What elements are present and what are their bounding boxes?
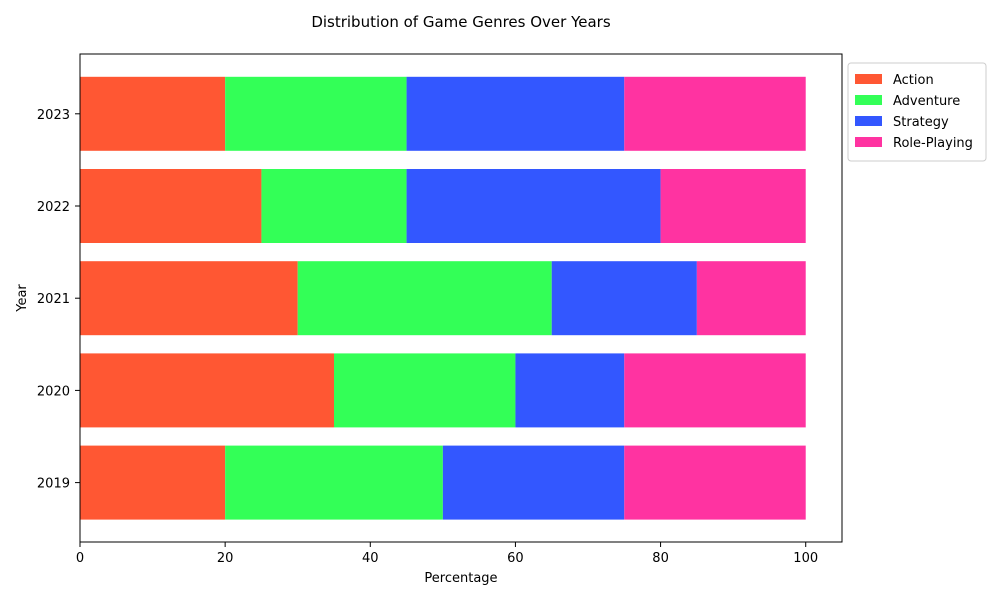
legend-label-strategy: Strategy [893,115,949,130]
bar-segment-2021-action [80,261,298,336]
bar-segment-2021-adventure [297,261,552,336]
x-tick-label: 0 [76,551,84,566]
bar-segment-2020-action [80,353,334,428]
y-tick-label: 2020 [37,384,70,399]
bar-segment-2020-adventure [334,353,516,428]
bar-segment-2023-strategy [406,76,625,151]
bar-segment-2022-adventure [261,169,407,243]
bar-segment-2019-action [80,445,226,520]
x-axis-label: Percentage [424,571,497,586]
bar-segment-2022-action [80,169,262,243]
y-tick-label: 2019 [37,477,70,492]
legend-swatch-action [855,74,882,84]
y-axis: 2019 2020 2021 2022 2023 [37,108,80,492]
bar-segment-2021-role-playing [696,261,806,336]
x-tick-label: 80 [652,551,669,566]
bar-segment-2022-strategy [406,169,661,243]
chart-title: Distribution of Game Genres Over Years [311,13,611,31]
legend-box [847,62,987,162]
bar-segment-2020-strategy [515,353,625,428]
y-tick-label: 2023 [37,108,70,123]
bar-segment-2019-adventure [225,445,443,520]
legend-label-adventure: Adventure [893,94,960,109]
x-tick-label: 60 [507,551,524,566]
bar-segment-2023-adventure [225,76,407,151]
legend-label-role-playing: Role-Playing [893,136,973,151]
y-tick-label: 2021 [37,292,70,307]
x-tick-label: 100 [793,551,818,566]
bar-segment-2021-strategy [551,261,697,336]
x-tick-label: 40 [362,551,379,566]
bar-segment-2022-role-playing [660,169,806,243]
legend-swatch-strategy [855,116,882,126]
legend: Action Adventure Strategy Role-Playing [847,62,987,162]
bar-segment-2019-role-playing [624,445,806,520]
y-axis-label: Year [15,284,30,313]
plot-area [80,76,806,520]
x-tick-label: 20 [217,551,234,566]
bar-segment-2020-role-playing [624,353,806,428]
x-axis: 0 20 40 60 80 100 [76,542,818,566]
bar-segment-2019-strategy [442,445,625,520]
legend-label-action: Action [893,73,934,88]
y-tick-label: 2022 [37,200,70,215]
legend-swatch-adventure [855,95,882,105]
bar-segment-2023-role-playing [624,76,806,151]
legend-swatch-role-playing [855,137,882,147]
bar-segment-2023-action [80,76,226,151]
